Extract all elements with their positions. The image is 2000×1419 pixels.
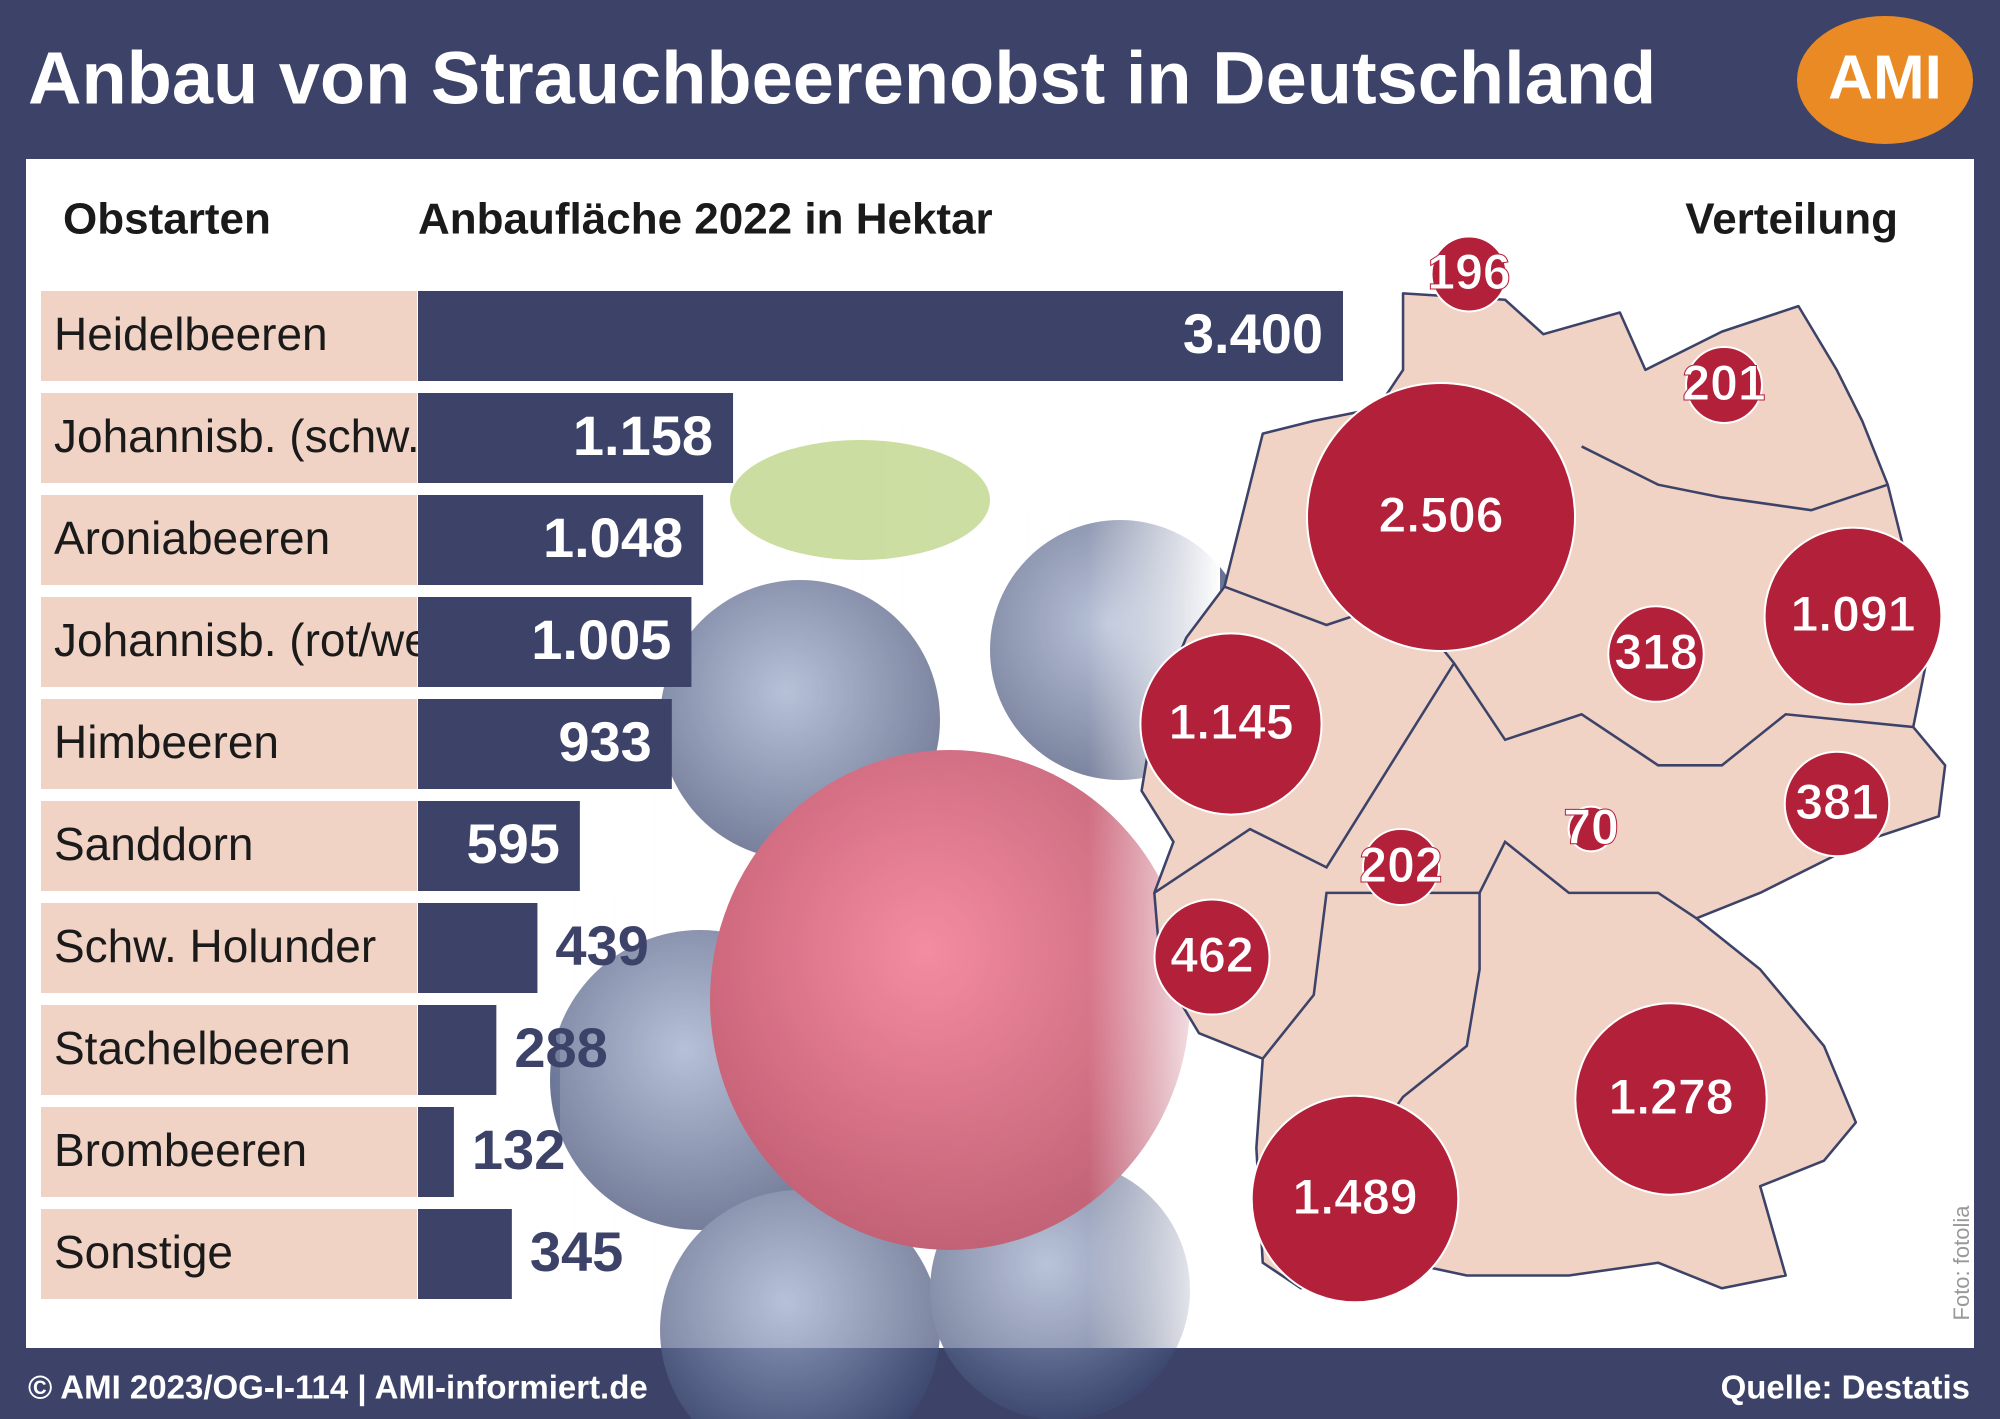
bubble [1139,632,1323,816]
bubble-label: 318 [1614,624,1697,680]
bubble-label: 462 [1170,927,1253,983]
bubble [1153,898,1271,1016]
bar [418,291,1343,381]
title: Anbau von Strauchbeerenobst in Deutschla… [28,37,1656,120]
category-header: Obstarten [63,195,271,244]
category-box [41,495,417,585]
state-border [1153,662,1456,894]
bar [418,1209,512,1299]
bar [418,1005,497,1095]
category-label: Johannisb. (rot/weiß) [54,614,484,666]
bubble-label: 70 [1563,799,1619,855]
category-label: Heidelbeeren [54,308,328,360]
value-label: 595 [466,812,559,875]
category-label: Schw. Holunder [54,920,376,972]
bar [418,495,704,585]
category-label: Sonstige [54,1226,233,1278]
bubble-label: 1.145 [1168,694,1293,750]
bar [418,699,672,789]
category-box [41,903,417,993]
bubble [1783,750,1891,858]
value-label: 288 [514,1016,607,1079]
bubble [1430,235,1508,313]
logo-badge [1797,16,1973,144]
state-border [1581,445,1889,512]
value-label: 3.400 [1183,302,1323,365]
bubble [1567,805,1615,853]
category-box [41,1005,417,1095]
value-label: 439 [555,914,648,977]
value-label: 933 [558,710,651,773]
value-label: 345 [530,1220,623,1283]
bar [418,393,734,483]
category-label: Aroniabeeren [54,512,330,564]
category-box [41,291,417,381]
value-label: 1.005 [531,608,671,671]
logo: AMI [1828,43,1942,112]
category-box [41,393,417,483]
bubble [1361,827,1441,907]
bubble-label: 381 [1795,774,1878,830]
category-label: Sanddorn [54,818,254,870]
bubble [1306,382,1576,652]
value-label: 1.158 [573,404,713,467]
category-box [41,801,417,891]
footer: © AMI 2023/OG-I-114 | AMI-informiert.de [28,1369,648,1406]
bubble-label: 196 [1427,244,1510,300]
category-box [41,1107,417,1197]
bubble [1574,1002,1768,1196]
category-label: Stachelbeeren [54,1022,351,1074]
bubble [1763,526,1943,706]
bar [418,903,538,993]
category-label: Johannisb. (schw.) [54,410,435,462]
bubble [1250,1094,1460,1304]
bar [418,801,580,891]
bubble [1685,346,1763,424]
map-title: Verteilung [1685,195,1898,244]
category-box [41,597,417,687]
bubble-label: 1.489 [1292,1169,1417,1225]
category-label: Himbeeren [54,716,279,768]
bubble-label: 2.506 [1378,487,1503,543]
photo-credit: Foto: fotolia [1949,1205,1974,1321]
value-label: 132 [472,1118,565,1181]
bubble-label: 1.091 [1790,586,1915,642]
bubble [1607,605,1705,703]
category-box [41,1209,417,1299]
category-box [41,699,417,789]
source: Quelle: Destatis [1721,1369,1970,1406]
bar [418,597,692,687]
value-label: 1.048 [543,506,683,569]
bubble-label: 1.278 [1608,1069,1733,1125]
bar [418,1107,454,1197]
bubble-label: 201 [1682,355,1765,411]
category-label: Brombeeren [54,1124,307,1176]
bubble-label: 202 [1359,837,1442,893]
value-header: Anbaufläche 2022 in Hektar [418,195,993,244]
photo [550,420,1250,1419]
